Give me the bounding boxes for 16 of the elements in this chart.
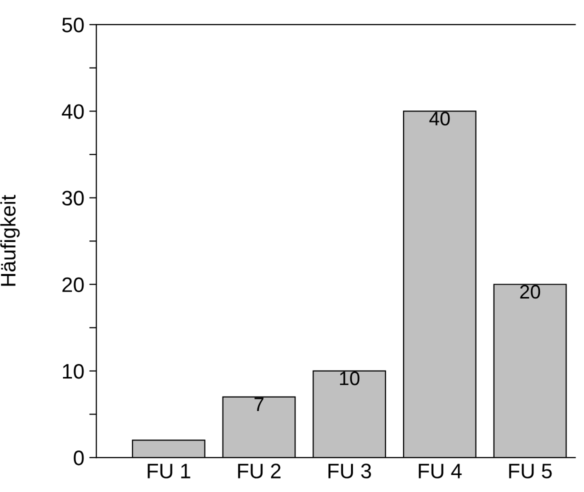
y-tick-label: 50 <box>62 18 84 32</box>
data-label: 40 <box>429 112 450 126</box>
y-tick-label: 40 <box>62 104 84 119</box>
x-tick-label: FU 5 <box>509 464 552 478</box>
y-tick-label: 0 <box>74 450 84 466</box>
data-label: 10 <box>340 371 360 386</box>
y-tick-label: 20 <box>62 277 84 292</box>
data-label: 20 <box>520 284 540 299</box>
x-tick-label: FU 1 <box>148 464 190 478</box>
y-tick-label: 10 <box>62 364 84 379</box>
y-tick-label: 30 <box>62 190 84 206</box>
x-tick-label: FU 2 <box>238 464 281 478</box>
y-axis-title: Häufigkeit <box>0 194 20 286</box>
x-tick-label: FU 3 <box>328 464 372 478</box>
data-label: 7 <box>254 398 264 412</box>
x-tick-label: FU 4 <box>418 464 462 478</box>
